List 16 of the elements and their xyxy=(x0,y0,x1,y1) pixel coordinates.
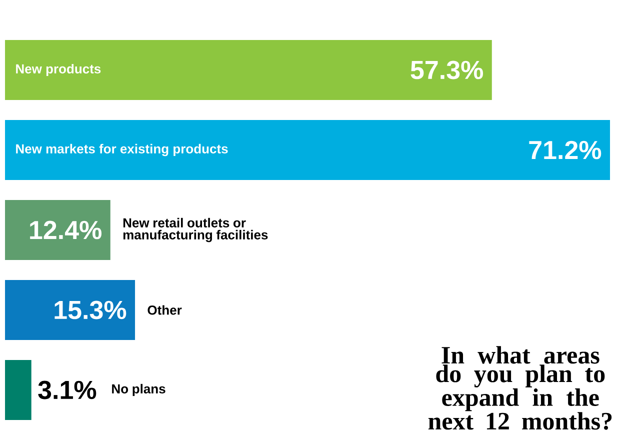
y-tick-label: New products xyxy=(16,64,101,76)
y-tick-label: New markets for existing products xyxy=(16,144,228,156)
y-tick-label: No plans xyxy=(112,384,166,396)
data-label: 12.4% xyxy=(30,220,102,240)
text: In what areas do you plan to expand in the next 12 months? xyxy=(428,346,612,430)
bar xyxy=(5,360,32,420)
data-label: 71.2% xyxy=(529,140,602,160)
y-tick-label: New retail outlets or manufacturing facilities xyxy=(123,218,268,242)
data-label: 3.1% xyxy=(38,380,96,400)
bar xyxy=(5,120,610,180)
y-tick-label: Other xyxy=(148,305,182,315)
bar xyxy=(5,200,110,260)
bar xyxy=(5,280,136,340)
bar xyxy=(5,40,492,100)
data-label: 15.3% xyxy=(54,300,126,320)
data-label: 57.3% xyxy=(410,60,484,80)
